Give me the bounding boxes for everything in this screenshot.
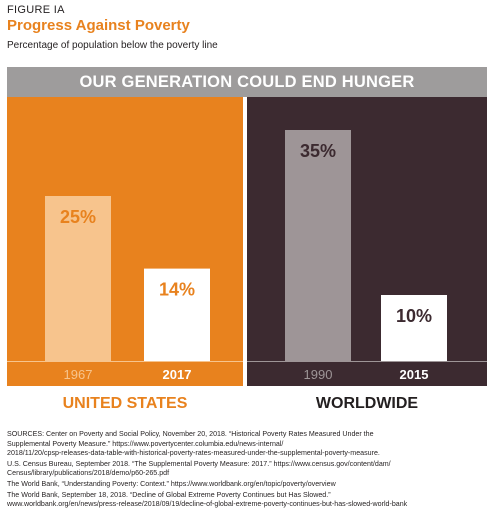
region-label-us: UNITED STATES	[62, 395, 188, 412]
figure-label: FIGURE IA	[7, 4, 65, 16]
figure-subtitle: Percentage of population below the pover…	[7, 40, 218, 51]
us-bar-chart: 25% 1967 14% 2017	[7, 196, 243, 382]
worldwide-bar-chart: 35% 1990 10% 2015	[247, 130, 487, 382]
value-label-ww-2015: 10%	[396, 306, 432, 326]
category-label-ww-1990: 1990	[304, 367, 333, 382]
value-label-ww-1990: 35%	[300, 141, 336, 161]
bar-us-1967	[45, 196, 111, 361]
source-line: Supplemental Poverty Measure.” https://w…	[7, 439, 284, 448]
bar-us-2017	[144, 268, 210, 361]
category-label-us-1967: 1967	[64, 367, 93, 382]
source-line: U.S. Census Bureau, September 2018. “The…	[7, 459, 391, 468]
source-line: SOURCES: Center on Poverty and Social Po…	[7, 430, 374, 438]
category-label-ww-2015: 2015	[400, 367, 429, 382]
value-label-us-2017: 14%	[159, 280, 195, 300]
figure-title: Progress Against Poverty	[7, 17, 190, 34]
category-label-us-2017: 2017	[163, 367, 192, 382]
us-chart-panel: 25% 1967 14% 2017	[7, 97, 243, 386]
source-line: Census/library/publications/2018/demo/p6…	[7, 469, 170, 478]
source-line: The World Bank, September 18, 2018. “Dec…	[7, 490, 331, 499]
bar-ww-2015	[381, 295, 447, 361]
region-label-worldwide: WORLDWIDE	[315, 395, 419, 412]
source-line: The World Bank, “Understanding Poverty: …	[7, 479, 336, 488]
banner: OUR GENERATION COULD END HUNGER	[7, 67, 487, 97]
source-line: 2018/11/20/cpsp-releases-data-table-with…	[7, 449, 380, 458]
value-label-us-1967: 25%	[60, 207, 96, 227]
bar-ww-1990	[285, 130, 351, 361]
sources-block: SOURCES: Center on Poverty and Social Po…	[7, 430, 489, 510]
worldwide-chart-panel: 35% 1990 10% 2015	[247, 97, 487, 386]
source-line: www.worldbank.org/en/news/press-release/…	[7, 500, 408, 509]
